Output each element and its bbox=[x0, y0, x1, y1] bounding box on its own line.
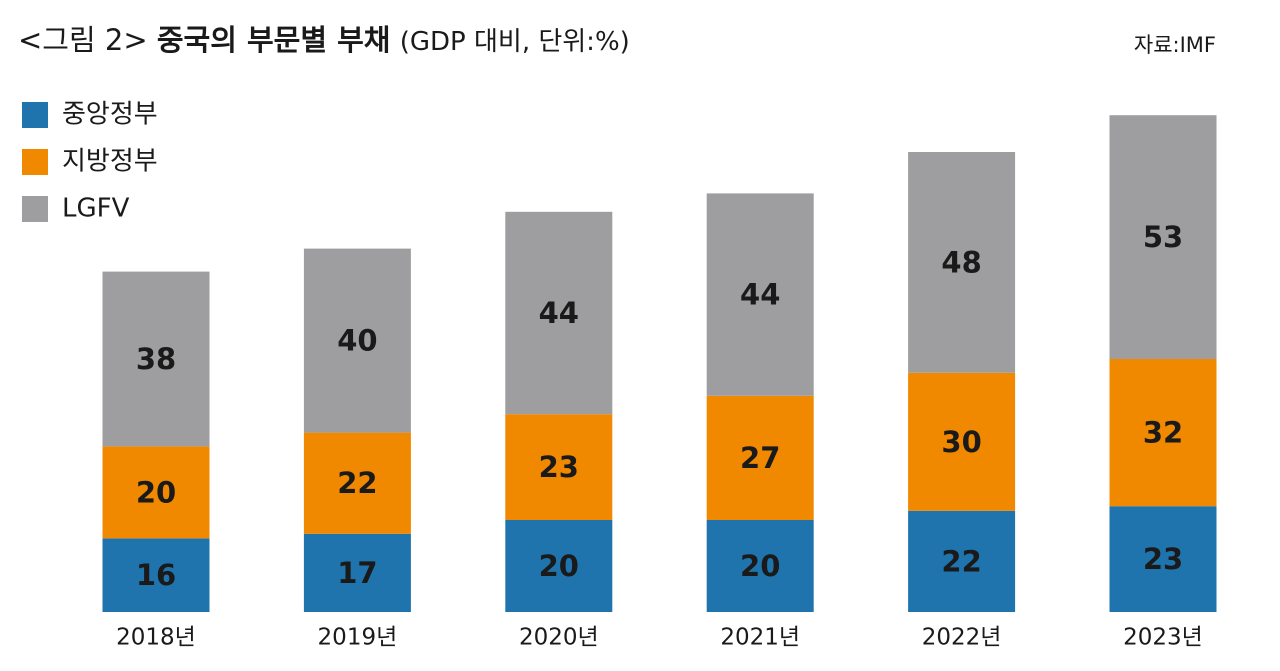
source: 자료:IMF bbox=[1134, 33, 1216, 57]
data-label: 32 bbox=[1143, 416, 1183, 450]
data-label: 27 bbox=[740, 441, 780, 475]
bar-segment bbox=[1109, 115, 1217, 359]
legend-label: 지방정부 bbox=[62, 147, 158, 177]
subtitle: (GDP 대비, 단위:%) bbox=[400, 27, 630, 57]
bar-segment bbox=[908, 372, 1016, 511]
bar-segment bbox=[908, 152, 1016, 373]
legend-swatch bbox=[22, 102, 48, 128]
data-label: 44 bbox=[740, 278, 780, 312]
data-label: 23 bbox=[1143, 542, 1183, 576]
bar-segment bbox=[706, 395, 814, 520]
data-label: 22 bbox=[337, 466, 377, 500]
bar-segment bbox=[102, 271, 210, 447]
data-label: 17 bbox=[337, 556, 377, 590]
chart-title: <그림 2> 중국의 부문별 부채 (GDP 대비, 단위:%) bbox=[18, 23, 630, 57]
data-label: 44 bbox=[539, 296, 579, 330]
legend-swatch bbox=[22, 196, 48, 222]
bar-segment bbox=[303, 248, 411, 433]
legend-label: LGFV bbox=[62, 194, 130, 224]
data-label: 30 bbox=[941, 425, 981, 459]
x-tick-label: 2019년 bbox=[318, 625, 398, 651]
x-tick-label: 2022년 bbox=[922, 625, 1002, 651]
legend-label: 중앙정부 bbox=[62, 100, 158, 130]
figure-label: <그림 2> bbox=[18, 23, 148, 57]
bar-segment bbox=[303, 533, 411, 612]
bar-segment bbox=[505, 520, 613, 612]
bar-segment bbox=[908, 510, 1016, 612]
data-label: 20 bbox=[539, 549, 579, 583]
legend-swatch bbox=[22, 149, 48, 175]
bar-segment bbox=[505, 414, 613, 520]
bar-segment bbox=[1109, 359, 1217, 507]
bar-segment bbox=[505, 211, 613, 415]
bar-segment bbox=[706, 520, 814, 612]
data-label: 16 bbox=[136, 558, 176, 592]
bar-segment bbox=[102, 538, 210, 612]
data-label: 22 bbox=[941, 544, 981, 578]
x-tick-label: 2018년 bbox=[116, 625, 196, 651]
bar-segment bbox=[102, 446, 210, 539]
x-tick-label: 2023년 bbox=[1123, 625, 1203, 651]
title: 중국의 부문별 부채 bbox=[157, 23, 391, 57]
data-label: 20 bbox=[740, 549, 780, 583]
data-label: 20 bbox=[136, 475, 176, 509]
bar-segment bbox=[303, 432, 411, 534]
x-tick-label: 2020년 bbox=[519, 625, 599, 651]
data-label: 23 bbox=[539, 450, 579, 484]
data-label: 38 bbox=[136, 342, 176, 376]
x-tick-label: 2021년 bbox=[720, 625, 800, 651]
data-label: 53 bbox=[1143, 220, 1183, 254]
bar-segment bbox=[1109, 506, 1217, 612]
data-label: 40 bbox=[337, 324, 377, 358]
data-label: 48 bbox=[941, 245, 981, 279]
bar-segment bbox=[706, 193, 814, 396]
